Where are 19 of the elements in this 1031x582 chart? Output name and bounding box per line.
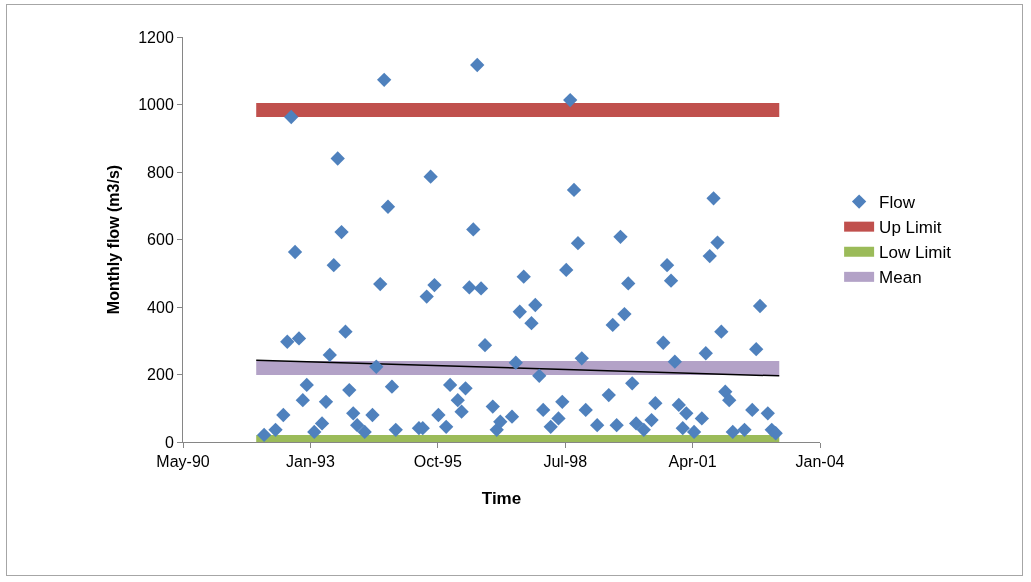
- x-tick-label: Jan-04: [795, 453, 845, 471]
- y-tick-label: 0: [164, 433, 174, 451]
- x-tick-label: Jul-98: [543, 453, 588, 471]
- y-tick-label: 1200: [138, 28, 174, 46]
- x-axis-title: Time: [481, 488, 522, 508]
- legend-label: Flow: [879, 193, 916, 213]
- y-axis-title: Monthly flow (m3/s): [105, 164, 123, 315]
- y-tick-label: 400: [147, 298, 174, 316]
- x-tick-label: Jan-93: [285, 453, 336, 471]
- y-tick-label: 600: [147, 231, 174, 249]
- legend-label: Mean: [879, 268, 922, 288]
- y-tick-label: 800: [147, 163, 174, 181]
- x-tick-label: May-90: [156, 453, 210, 471]
- y-tick-label: 1000: [138, 96, 174, 114]
- y-tick-label: 200: [147, 366, 174, 384]
- legend-label: Low Limit: [879, 243, 952, 263]
- legend-label: Up Limit: [879, 218, 942, 238]
- x-tick-label: Apr-01: [668, 453, 717, 471]
- x-tick-label: Oct-95: [413, 453, 462, 471]
